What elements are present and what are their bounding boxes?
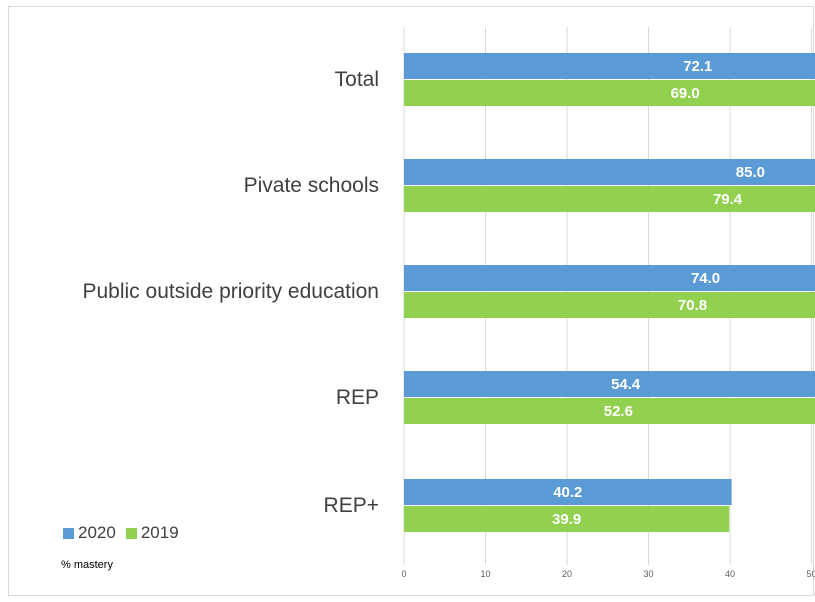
bar-chart: 0102030405060708090100Total72.169.0Pivat… xyxy=(82,27,815,579)
x-tick-label: 50 xyxy=(806,569,815,579)
category-label: Total xyxy=(335,68,379,91)
bar-2019-0 xyxy=(404,80,815,106)
data-label: 52.6 xyxy=(604,403,633,420)
x-tick-label: 20 xyxy=(562,569,572,579)
data-label: 40.2 xyxy=(553,484,582,501)
bar-2020-3 xyxy=(404,371,815,397)
bar-2020-2 xyxy=(404,265,815,291)
data-label: 39.9 xyxy=(552,511,581,528)
legend-label-2019: 2019 xyxy=(140,523,179,542)
unit-note: % mastery xyxy=(61,559,113,571)
bar-2020-4 xyxy=(404,479,732,505)
data-label: 70.8 xyxy=(678,297,707,314)
legend-label-2020: 2020 xyxy=(78,523,116,542)
category-label: Pivate schools xyxy=(244,174,379,197)
data-label: 69.0 xyxy=(671,85,700,102)
data-label: 72.1 xyxy=(683,58,712,75)
category-label: REP+ xyxy=(324,494,379,517)
bar-2019-1 xyxy=(404,186,815,212)
bar-2019-4 xyxy=(404,506,730,532)
data-label: 54.4 xyxy=(611,376,641,393)
bar-2020-0 xyxy=(404,53,815,79)
legend-swatch-2019 xyxy=(125,527,137,539)
legend: 2020 2019 xyxy=(63,523,179,543)
bar-2019-3 xyxy=(404,398,815,424)
legend-item-2020: 2020 xyxy=(63,523,116,543)
category-label: Public outside priority education xyxy=(82,280,379,303)
x-tick-label: 10 xyxy=(480,569,490,579)
x-tick-label: 30 xyxy=(643,569,653,579)
category-label: REP xyxy=(336,386,379,409)
x-tick-label: 40 xyxy=(725,569,735,579)
chart-frame: 0102030405060708090100Total72.169.0Pivat… xyxy=(8,6,815,596)
data-label: 74.0 xyxy=(691,270,720,287)
bar-2020-1 xyxy=(404,159,815,185)
bar-2019-2 xyxy=(404,292,815,318)
legend-item-2019: 2019 xyxy=(125,523,179,543)
legend-swatch-2020 xyxy=(63,527,74,539)
data-label: 85.0 xyxy=(736,164,765,181)
x-tick-label: 0 xyxy=(401,569,406,579)
data-label: 79.4 xyxy=(713,191,743,208)
